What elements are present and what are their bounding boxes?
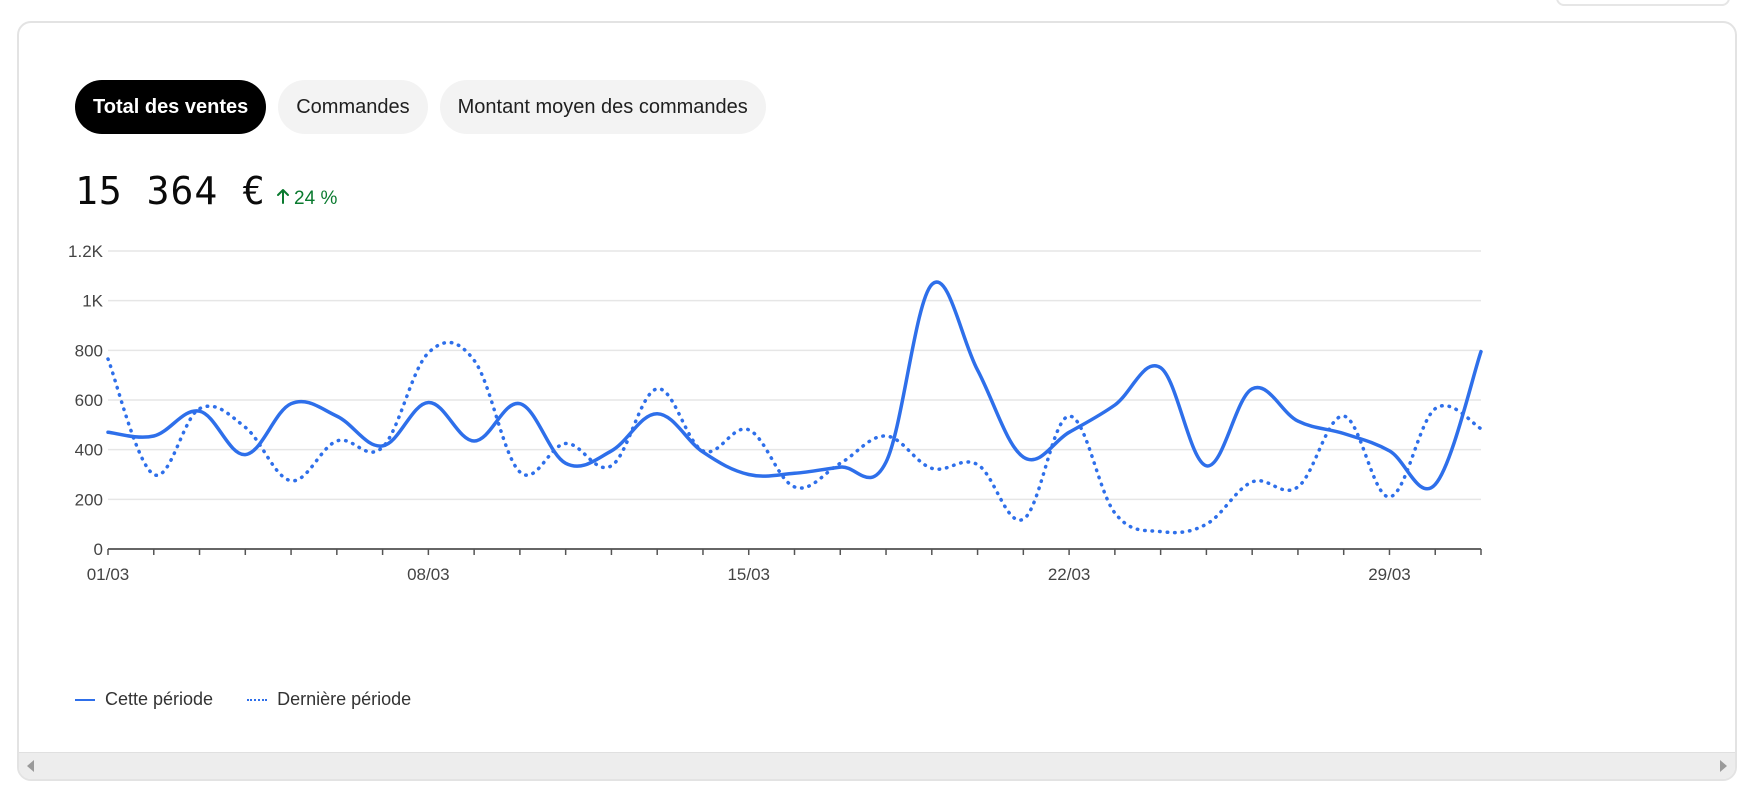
y-tick-label: 1.2K bbox=[68, 242, 104, 261]
x-tick-label: 29/03 bbox=[1368, 565, 1411, 584]
legend-label-previous: Dernière période bbox=[277, 689, 412, 709]
sales-analytics-card: Total des ventes Commandes Montant moyen… bbox=[17, 21, 1737, 781]
y-tick-label: 1K bbox=[82, 292, 103, 311]
y-tick-label: 600 bbox=[75, 391, 103, 410]
legend-label-current: Cette période bbox=[105, 689, 214, 709]
tab-orders[interactable]: Commandes bbox=[278, 80, 428, 134]
sales-delta-badge: 24 % bbox=[276, 188, 337, 210]
series-line-previous bbox=[106, 340, 1483, 535]
series-line-current bbox=[106, 280, 1483, 491]
sales-line-chart: 0 200 400 600 800 1K 1.2K 01/03 08/03 15/03 22/03 2… bbox=[68, 242, 1483, 584]
y-tick-label: 400 bbox=[75, 441, 103, 460]
x-tick-label: 22/03 bbox=[1048, 565, 1091, 584]
tab-average-order-value[interactable]: Montant moyen des commandes bbox=[439, 80, 766, 134]
scroll-left-icon[interactable] bbox=[27, 760, 34, 772]
horizontal-scrollbar[interactable] bbox=[19, 752, 1735, 779]
arrow-up-icon bbox=[276, 188, 290, 210]
scroll-right-icon[interactable] bbox=[1720, 760, 1727, 772]
x-tick-label: 08/03 bbox=[407, 565, 450, 584]
tab-total-sales[interactable]: Total des ventes bbox=[75, 80, 267, 134]
y-tick-label: 200 bbox=[75, 490, 103, 509]
x-tick-label: 15/03 bbox=[727, 565, 770, 584]
chart-legend: Cette période Dernière période bbox=[75, 689, 411, 710]
sales-delta-value: 24 % bbox=[294, 188, 338, 209]
metric-tabs: Total des ventes Commandes Montant moyen… bbox=[75, 80, 766, 134]
metric-summary: 15 364 € 24 % bbox=[75, 169, 337, 213]
legend-item-previous[interactable]: Dernière période bbox=[247, 689, 411, 710]
y-tick-label: 0 bbox=[94, 540, 103, 559]
legend-swatch-solid bbox=[75, 698, 95, 701]
top-right-control bbox=[1556, 0, 1730, 6]
y-tick-label: 800 bbox=[75, 341, 103, 360]
x-tick-label: 01/03 bbox=[87, 565, 130, 584]
legend-swatch-dotted bbox=[247, 698, 268, 701]
total-sales-value: 15 364 € bbox=[75, 169, 267, 213]
legend-item-current[interactable]: Cette période bbox=[75, 689, 213, 710]
